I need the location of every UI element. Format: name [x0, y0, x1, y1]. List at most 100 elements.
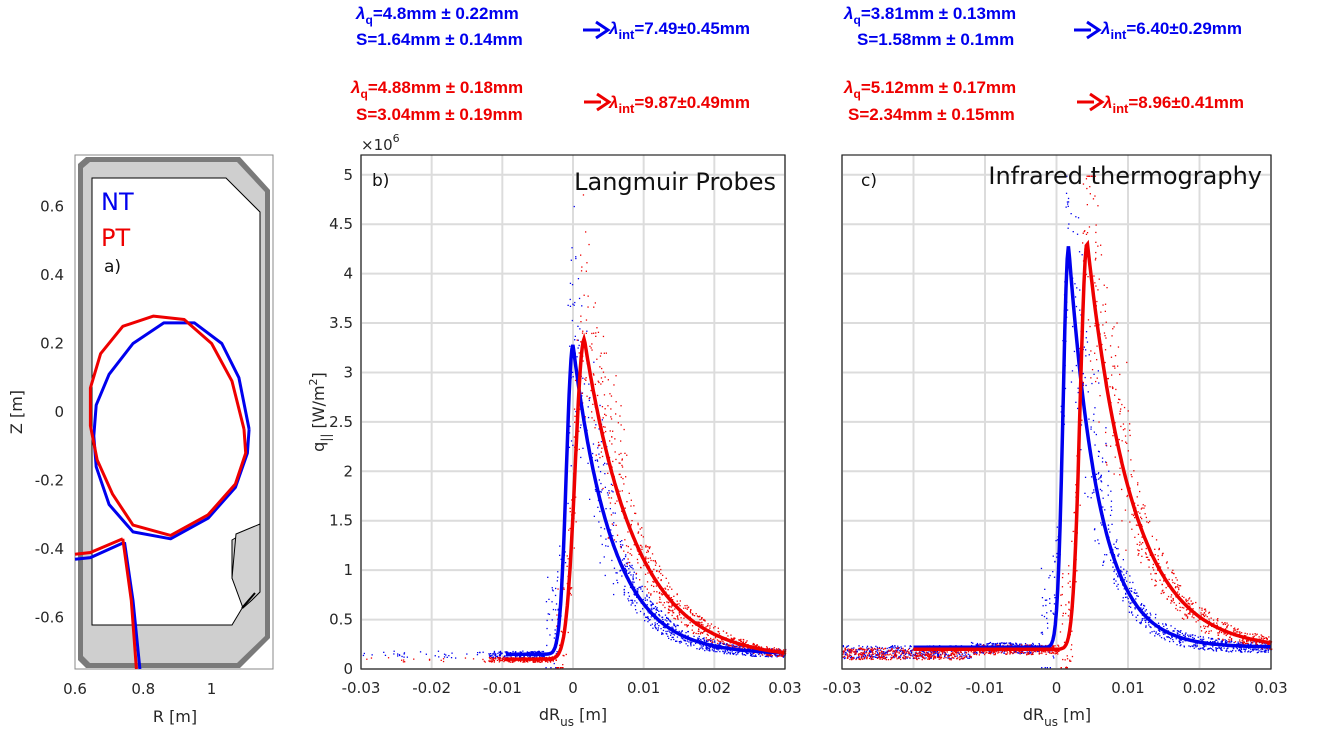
- scatter-point: [936, 651, 939, 653]
- scatter-point: [688, 641, 690, 643]
- scatter-point: [662, 618, 664, 621]
- scatter-point: [1112, 387, 1114, 390]
- scatter-point: [1240, 651, 1242, 653]
- scatter-point: [590, 389, 592, 392]
- scatter-point: [601, 489, 603, 491]
- scatter-point: [654, 606, 657, 608]
- scatter-point: [1238, 649, 1240, 651]
- scatter-point: [1041, 650, 1043, 653]
- scatter-point: [863, 657, 865, 659]
- scatter-point: [1179, 631, 1181, 633]
- scatter-point: [1148, 559, 1150, 561]
- scatter-point: [933, 653, 935, 655]
- scatter-point: [967, 657, 969, 659]
- scatter-point: [579, 328, 581, 330]
- scatter-point: [904, 657, 906, 659]
- scatter-point: [1098, 278, 1100, 280]
- scatter-point: [627, 551, 629, 554]
- scatter-point: [1067, 615, 1070, 617]
- scatter-point: [951, 657, 953, 659]
- scatter-point: [940, 654, 942, 656]
- scatter-point: [850, 652, 853, 654]
- scatter-point: [1117, 554, 1119, 556]
- scatter-point: [1021, 651, 1023, 653]
- scatter-point: [980, 643, 982, 645]
- scatter-point: [1184, 613, 1186, 615]
- scatter-point: [1009, 643, 1011, 645]
- scatter-point: [949, 654, 952, 656]
- scatter-point: [998, 651, 1000, 653]
- scatter-point: [904, 653, 906, 655]
- scatter-point: [775, 648, 778, 650]
- scatter-point: [842, 645, 844, 647]
- scatter-point: [859, 654, 861, 656]
- scatter-point: [1192, 608, 1194, 610]
- scatter-point: [737, 644, 739, 647]
- panel-b-ticks: -0.03 -0.02 -0.01 0 0.01 0.02 0.0300.511.522.5…: [329, 166, 802, 697]
- scatter-point: [552, 608, 555, 611]
- scatter-point: [1114, 394, 1116, 396]
- scatter-point: [999, 642, 1001, 645]
- scatter-point: [520, 651, 522, 653]
- scatter-point: [990, 650, 992, 653]
- scatter-point: [1035, 650, 1037, 652]
- scatter-point: [569, 592, 571, 595]
- scatter-point: [1038, 653, 1040, 655]
- scatter-point: [852, 658, 854, 660]
- scatter-point: [1032, 643, 1034, 645]
- scatter-point: [705, 645, 707, 647]
- scatter-point: [707, 647, 709, 649]
- scatter-point: [1183, 618, 1185, 620]
- scatter-point: [911, 650, 913, 652]
- scatter-point: [574, 301, 576, 304]
- panel-a-ytick-label: 0.6: [40, 197, 64, 215]
- scatter-point: [1104, 335, 1106, 337]
- fit-line-pt: [505, 332, 786, 661]
- scatter-point: [1141, 555, 1143, 557]
- scatter-point: [1095, 241, 1097, 243]
- scatter-point: [1204, 608, 1207, 610]
- scatter-point: [1055, 652, 1058, 654]
- scatter-point: [701, 647, 703, 649]
- scatter-point: [639, 528, 641, 530]
- scatter-point: [1237, 628, 1239, 630]
- scatter-point: [1081, 419, 1083, 421]
- scatter-point: [617, 582, 619, 584]
- scatter-point: [907, 652, 909, 654]
- scatter-point: [749, 654, 752, 657]
- scatter-point: [756, 645, 758, 647]
- scatter-point: [623, 592, 626, 594]
- scatter-point: [575, 521, 577, 523]
- scatter-point: [1086, 187, 1088, 190]
- scatter-point: [1097, 205, 1099, 207]
- scatter-point: [709, 625, 711, 627]
- scatter-point: [1201, 647, 1203, 649]
- scatter-point: [957, 651, 959, 654]
- scatter-point: [1241, 632, 1243, 634]
- scatter-point: [655, 611, 657, 614]
- scatter-point: [915, 657, 917, 659]
- panel-b-title: Langmuir Probes: [574, 168, 776, 196]
- scatter-point: [758, 645, 760, 648]
- scatter-point: [886, 647, 888, 650]
- scatter-point: [687, 624, 689, 626]
- xtick-label: -0.02: [412, 679, 451, 697]
- scatter-point: [919, 653, 922, 655]
- scatter-point: [1202, 647, 1204, 649]
- scatter-point: [854, 650, 856, 652]
- scatter-point: [641, 546, 643, 548]
- scatter-point: [527, 661, 529, 663]
- scatter-point: [1075, 484, 1077, 486]
- panel-b-xlabel: dRus [m]: [539, 705, 607, 729]
- scatter-point: [669, 605, 671, 608]
- scatter-point: [585, 270, 587, 272]
- scatter-point: [1162, 592, 1164, 594]
- scatter-point: [620, 546, 622, 548]
- scatter-point: [545, 660, 548, 662]
- scatter-point: [1028, 651, 1030, 654]
- scatter-point: [775, 655, 777, 657]
- scatter-point: [1058, 650, 1060, 652]
- scatter-point: [1224, 623, 1227, 625]
- scatter-point: [1104, 310, 1106, 312]
- scatter-point: [1092, 175, 1094, 177]
